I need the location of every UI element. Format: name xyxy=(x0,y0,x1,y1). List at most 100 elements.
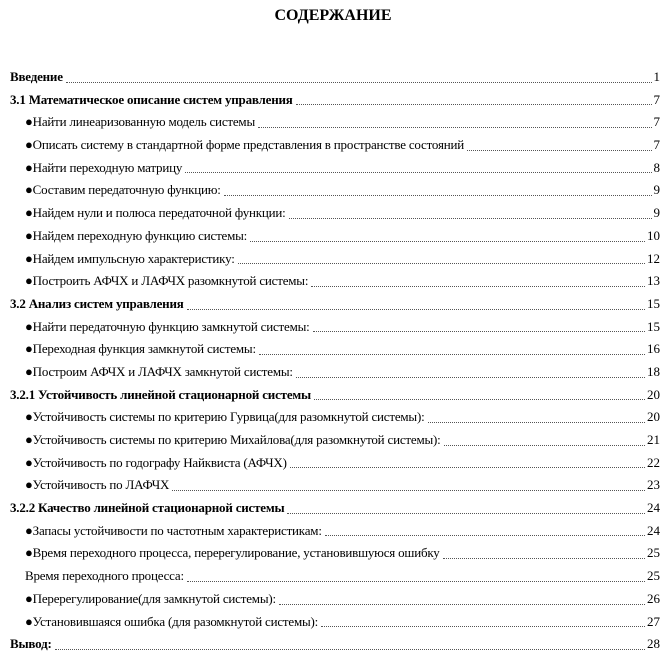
dot-leader xyxy=(185,171,652,174)
toc-subsection-entry[interactable]: ●Найти передаточную функцию замкнутой си… xyxy=(10,318,660,341)
dot-leader xyxy=(186,580,645,582)
toc-entry-label: 3.1 Математическое описание систем управ… xyxy=(10,91,293,107)
toc-subsection-entry[interactable]: ●Установившаяся ошибка (для разомкнутой … xyxy=(10,613,660,636)
dot-leader xyxy=(427,421,645,423)
toc-section-entry[interactable]: 3.2 Анализ систем управления 15 xyxy=(10,295,660,318)
toc-entry-label: ●Составим передаточную функцию: xyxy=(25,182,221,198)
toc-entry-label: Время переходного процесса: xyxy=(25,568,184,584)
toc-entry-label: ●Запасы устойчивости по частотным характ… xyxy=(25,522,322,538)
dot-leader xyxy=(288,217,652,219)
toc-page-number: 9 xyxy=(653,182,661,198)
dot-leader xyxy=(311,285,645,287)
toc-subsection-entry[interactable]: ●Переходная функция замкнутой системы: 16 xyxy=(10,340,660,363)
toc-page-number: 25 xyxy=(647,545,660,561)
toc-subsection-entry[interactable]: ●Найдем нули и полюса передаточной функц… xyxy=(10,204,660,227)
toc-entry-label: ●Найти передаточную функцию замкнутой си… xyxy=(25,318,310,334)
toc-page-number: 16 xyxy=(647,341,660,357)
dot-leader xyxy=(443,444,645,446)
toc-entry-label: ●Найти линеаризованную модель системы xyxy=(25,114,255,130)
toc-subsection-entry[interactable]: ●Построить АФЧХ и ЛАФЧХ разомкнутой сист… xyxy=(10,272,660,295)
toc-entry-label: ●Время переходного процесса, перерегулир… xyxy=(25,545,440,561)
toc-entry-label: ●Описать систему в стандартной форме пре… xyxy=(25,137,464,153)
table-of-contents: Введение 1 3.1 Математическое описание сис… xyxy=(10,68,660,658)
toc-entry-label: ●Установившаяся ошибка (для разомкнутой … xyxy=(25,613,319,629)
toc-subsection-entry[interactable]: ●Построим АФЧХ и ЛАФЧХ замкнутой системы… xyxy=(10,363,660,386)
toc-entry-label: ●Построим АФЧХ и ЛАФЧХ замкнутой системы… xyxy=(25,363,293,379)
toc-entry-label: ●Переходная функция замкнутой системы: xyxy=(25,341,256,357)
toc-page-number: 28 xyxy=(647,636,660,652)
toc-subsection-entry[interactable]: ●Перерегулирование(для замкнутой системы… xyxy=(10,590,660,613)
toc-page-number: 21 xyxy=(647,432,660,447)
toc-page-number: 26 xyxy=(647,590,660,606)
dot-leader xyxy=(312,330,645,333)
toc-entry-label: Введение xyxy=(10,69,63,84)
toc-page-number: 24 xyxy=(647,500,660,516)
toc-page-number: 27 xyxy=(647,613,660,629)
toc-subsection-entry[interactable]: ●Время переходного процесса, перерегулир… xyxy=(10,544,660,567)
toc-subsection-entry[interactable]: ●Найти линеаризованную модель системы 7 xyxy=(10,113,660,136)
dot-leader xyxy=(223,194,652,197)
dot-leader xyxy=(65,81,652,83)
toc-page-number: 18 xyxy=(647,363,660,379)
toc-page-number: 15 xyxy=(647,318,660,334)
toc-section-entry[interactable]: Вывод: 28 xyxy=(10,635,660,658)
dot-leader xyxy=(289,466,645,469)
toc-subsection-entry[interactable]: ●Найдем импульсную характеристику: 12 xyxy=(10,250,660,273)
toc-entry-label: 3.2.1 Устойчивость линейной стационарной… xyxy=(10,386,311,402)
toc-subsection-entry[interactable]: ●Устойчивость системы по критерию Михайл… xyxy=(10,431,660,454)
toc-page-number: 22 xyxy=(647,454,660,470)
toc-page-number: 25 xyxy=(647,568,660,584)
dot-leader xyxy=(186,308,645,310)
toc-entry-label: ●Устойчивость по ЛАФЧХ xyxy=(25,477,170,493)
dot-leader xyxy=(250,240,645,242)
toc-section-entry[interactable]: 3.1 Математическое описание систем управ… xyxy=(10,91,660,114)
dot-leader xyxy=(237,262,645,265)
toc-entry-label: ●Перерегулирование(для замкнутой системы… xyxy=(25,590,276,606)
toc-subsection-entry[interactable]: ●Устойчивость по ЛАФЧХ 23 xyxy=(10,476,660,499)
toc-entry-label: ●Найти переходную матрицу xyxy=(25,159,183,175)
toc-section-entry[interactable]: Введение 1 xyxy=(10,68,660,91)
dot-leader xyxy=(258,353,645,355)
toc-subsection-entry[interactable]: ●Запасы устойчивости по частотным характ… xyxy=(10,522,660,545)
toc-page-number: 13 xyxy=(647,273,660,289)
toc-page-number: 1 xyxy=(653,69,661,84)
toc-entry-label: 3.2.2 Качество линейной стационарной сис… xyxy=(10,500,285,516)
toc-page-number: 23 xyxy=(647,477,660,493)
toc-entry-label: ●Устойчивость по годографу Найквиста (АФ… xyxy=(25,454,287,470)
dot-leader xyxy=(172,489,645,492)
dot-leader xyxy=(324,534,645,537)
dot-leader xyxy=(54,648,645,650)
toc-entry-label: ●Устойчивость системы по критерию Гурвиц… xyxy=(25,409,425,425)
toc-entry-label: ●Построить АФЧХ и ЛАФЧХ разомкнутой сист… xyxy=(25,273,309,289)
toc-page-number: 7 xyxy=(653,137,661,153)
toc-page-number: 10 xyxy=(647,227,660,243)
dot-leader xyxy=(287,512,645,514)
dot-leader xyxy=(278,603,645,605)
toc-entry-label: 3.2 Анализ систем управления xyxy=(10,295,184,311)
toc-subsection-entry[interactable]: ●Составим передаточную функцию: 9 xyxy=(10,181,660,204)
dot-leader xyxy=(467,149,652,151)
toc-page-number: 8 xyxy=(653,159,661,175)
toc-page-number: 7 xyxy=(653,91,661,107)
toc-entry-label: ●Найдем переходную функцию системы: xyxy=(25,227,248,243)
toc-page-number: 12 xyxy=(647,250,660,266)
toc-subsection-entry[interactable]: ●Устойчивость системы по критерию Гурвиц… xyxy=(10,408,660,431)
toc-title: СОДЕРЖАНИЕ xyxy=(274,7,392,24)
toc-page-number: 24 xyxy=(647,522,660,538)
toc-subsection-entry[interactable]: ●Найти переходную матрицу 8 xyxy=(10,159,660,182)
dot-leader xyxy=(321,625,645,628)
toc-entry-label: Вывод: xyxy=(10,636,52,652)
toc-entry-label: ●Устойчивость системы по критерию Михайл… xyxy=(25,432,441,447)
toc-page-number: 7 xyxy=(653,114,661,130)
toc-subsection-entry[interactable]: ●Найдем переходную функцию системы: 10 xyxy=(10,227,660,250)
toc-page-number: 15 xyxy=(647,295,660,311)
toc-subsection-entry[interactable]: ●Устойчивость по годографу Найквиста (АФ… xyxy=(10,454,660,477)
toc-page-number: 20 xyxy=(647,386,660,402)
toc-section-entry[interactable]: 3.2.1 Устойчивость линейной стационарной… xyxy=(10,386,660,409)
toc-section-entry[interactable]: 3.2.2 Качество линейной стационарной сис… xyxy=(10,499,660,522)
toc-subsection-entry[interactable]: ●Описать систему в стандартной форме пре… xyxy=(10,136,660,159)
dot-leader xyxy=(258,126,652,129)
dot-leader xyxy=(295,103,652,106)
toc-subsection-entry[interactable]: Время переходного процесса: 25 xyxy=(10,567,660,590)
toc-page-number: 9 xyxy=(653,205,661,221)
